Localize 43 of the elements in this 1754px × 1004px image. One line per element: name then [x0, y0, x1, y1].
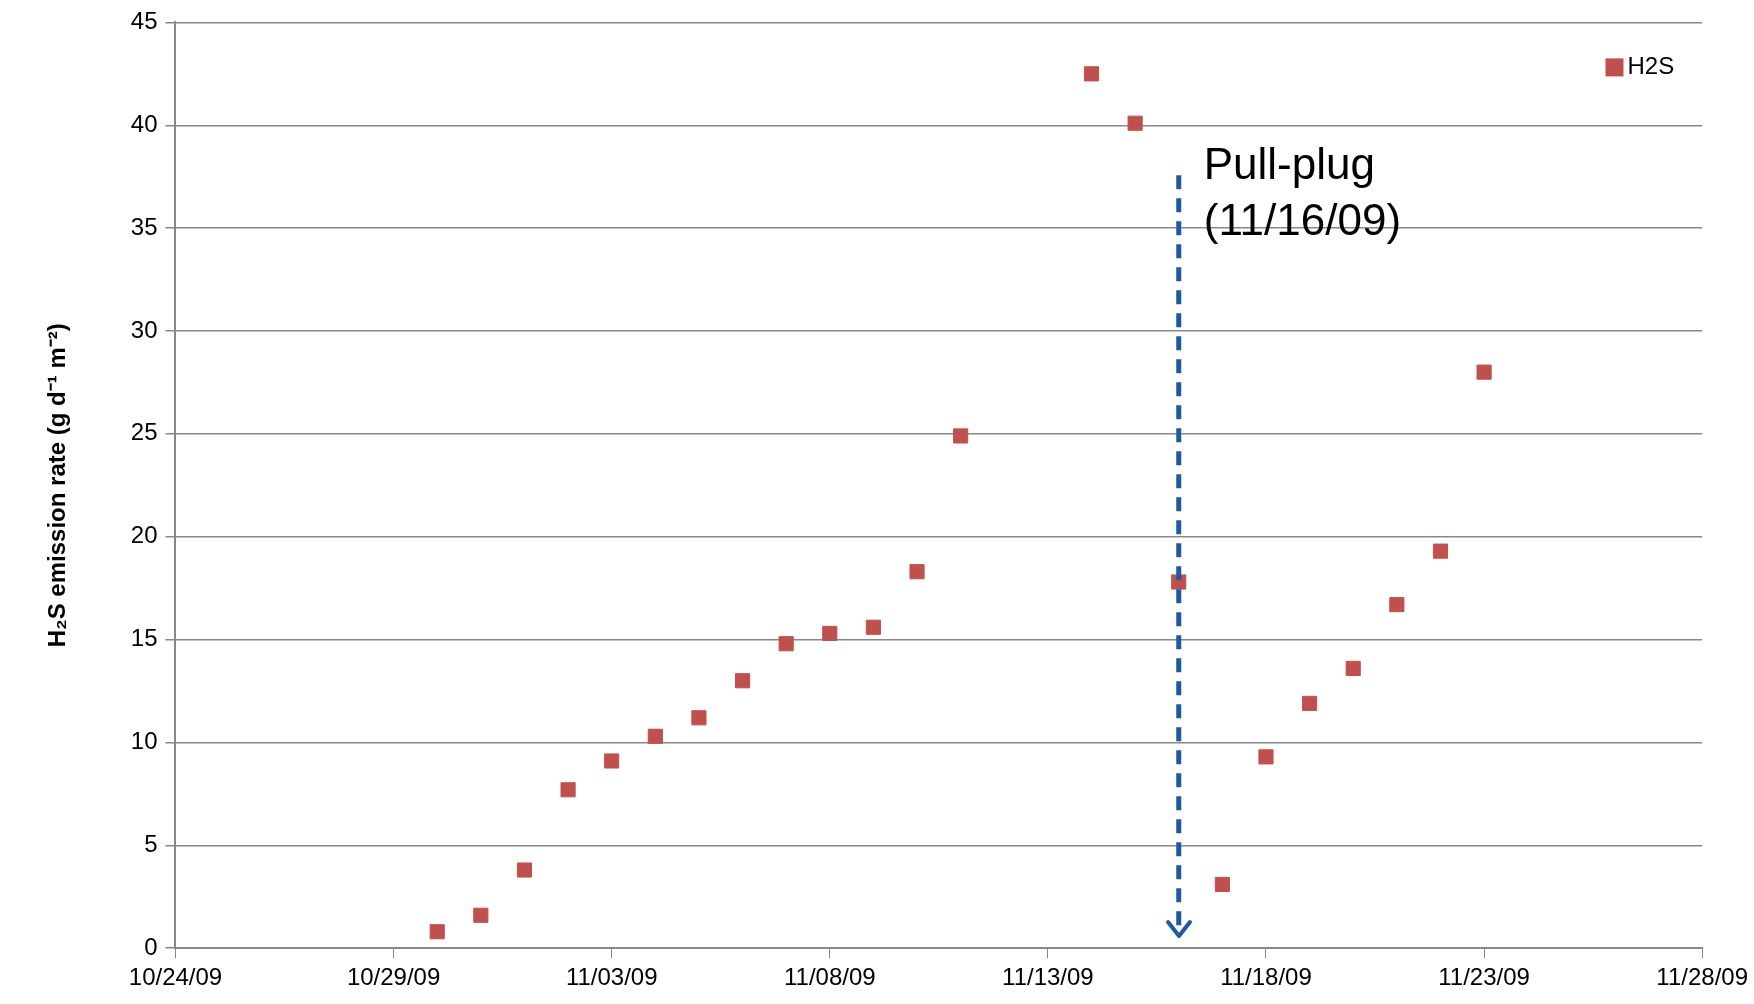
point	[1127, 115, 1143, 131]
x-tick-label: 10/24/09	[128, 963, 223, 991]
point	[647, 728, 663, 744]
point	[734, 673, 751, 689]
point	[1083, 66, 1100, 82]
y-tick-label: 5	[144, 829, 158, 857]
point	[953, 428, 969, 444]
ref-line-label: Pull-plug (11/16/09)	[1203, 139, 1402, 245]
point	[1476, 364, 1492, 380]
y-tick-label: 0	[144, 932, 158, 960]
point	[865, 619, 881, 635]
legend-label: H2S	[1627, 52, 1675, 80]
y-tick-label: 20	[130, 521, 158, 549]
y-tick-label: 35	[130, 212, 158, 240]
point	[604, 753, 620, 769]
y-axis-title: H₂S emission rate (g d⁻¹ m⁻²)	[43, 323, 71, 648]
y-tick-label: 30	[130, 315, 158, 343]
point	[778, 636, 794, 652]
x-tick-label: 10/29/09	[346, 963, 441, 991]
point	[429, 924, 445, 940]
point	[560, 782, 576, 798]
y-tick-label: 15	[130, 624, 158, 652]
point	[1345, 660, 1361, 676]
point	[473, 907, 489, 923]
y-tick-label: 45	[130, 7, 158, 35]
point	[1432, 543, 1449, 559]
x-tick-label: 11/28/09	[1656, 963, 1748, 991]
point	[691, 710, 707, 726]
x-tick-label: 11/03/09	[565, 963, 658, 991]
x-tick-label: 11/23/09	[1438, 963, 1530, 991]
x-tick-label: 11/13/09	[1002, 963, 1094, 991]
point	[1258, 749, 1274, 765]
point	[909, 564, 925, 580]
point	[1389, 597, 1405, 613]
point	[516, 862, 533, 878]
x-tick-label: 11/08/09	[783, 963, 876, 991]
x-tick-label: 11/18/09	[1220, 963, 1312, 991]
y-tick-label: 40	[130, 109, 158, 137]
point	[1302, 695, 1318, 711]
point	[822, 625, 838, 641]
point	[1214, 876, 1230, 892]
y-tick-label: 25	[130, 418, 158, 446]
y-tick-label: 10	[130, 727, 158, 755]
